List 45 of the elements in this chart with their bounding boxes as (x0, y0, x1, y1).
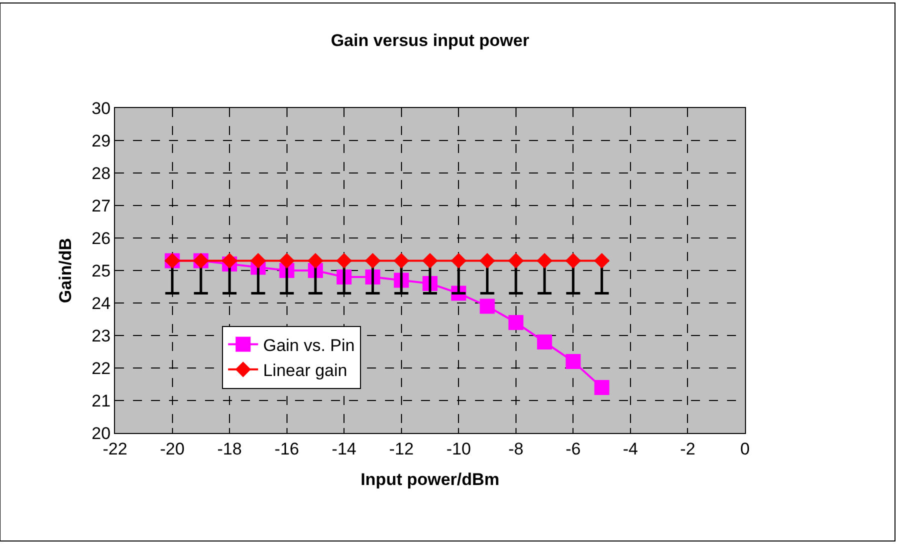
point (594, 252, 610, 269)
x-tick-label: -14 (332, 439, 356, 458)
y-tick-label: 29 (92, 131, 111, 150)
legend-label: Gain vs. Pin (263, 336, 355, 355)
y-tick-label: 30 (92, 98, 111, 118)
x-tick-label: -12 (389, 439, 414, 458)
x-tick-label: -2 (680, 439, 696, 458)
x-tick-label: -10 (446, 439, 471, 458)
x-tick-label: -4 (622, 439, 638, 458)
point (537, 334, 552, 350)
point (450, 252, 466, 269)
x-tick-label: -6 (566, 439, 581, 458)
x-tick-label: -20 (160, 439, 185, 458)
y-tick-label: 26 (92, 228, 111, 248)
legend-label: Linear gain (263, 361, 348, 380)
point (508, 315, 524, 330)
point (479, 252, 496, 269)
x-axis-title: Input power/dBm (360, 470, 500, 489)
point (536, 252, 552, 269)
y-axis-title: Gain/dB (56, 238, 76, 304)
x-tick-label: -16 (274, 439, 300, 458)
point (422, 252, 438, 269)
point (594, 380, 610, 395)
y-tick-label: 28 (92, 164, 111, 183)
x-tick-label: -18 (217, 439, 242, 458)
point (308, 252, 324, 269)
chart-title: Gain versus input power (330, 30, 530, 50)
point (566, 354, 581, 369)
y-tick-label: 22 (92, 358, 111, 378)
point (364, 252, 381, 269)
y-tick-label: 25 (92, 261, 111, 280)
y-tick-label: 21 (92, 391, 111, 410)
point (279, 252, 295, 269)
point (394, 252, 410, 269)
x-tick-label: 0 (740, 439, 750, 458)
point (565, 252, 581, 269)
y-tick-label: 27 (92, 196, 111, 216)
point (336, 252, 352, 269)
y-tick-label: 23 (92, 326, 111, 346)
point (250, 252, 266, 269)
x-tick-label: -8 (508, 439, 524, 458)
point (480, 298, 495, 314)
point (222, 252, 238, 269)
y-tick-label: 24 (92, 294, 111, 313)
point (508, 252, 524, 269)
